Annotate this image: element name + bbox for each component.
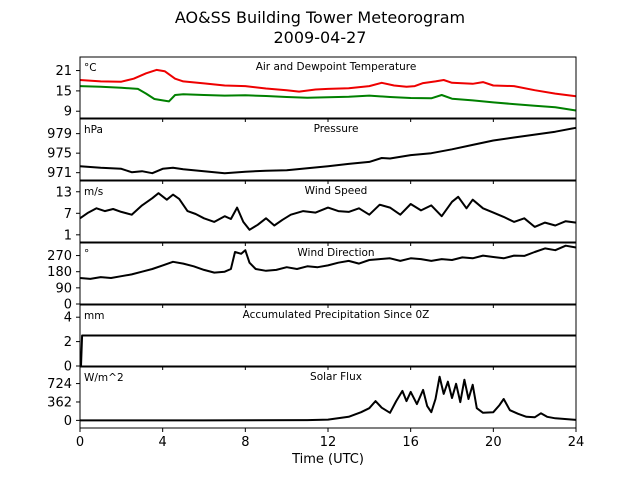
- panel-title: Air and Dewpoint Temperature: [256, 61, 417, 73]
- x-axis-label: Time (UTC): [292, 452, 364, 467]
- y-tick-label: 724: [47, 377, 72, 392]
- series-line-pressure-0: [79, 126, 577, 175]
- y-tick-label: 7: [64, 207, 72, 222]
- panel-solar_flux: 0 362 724 W/m^2 Solar Flux: [47, 366, 577, 432]
- x-tick-label: 4: [159, 435, 167, 450]
- chart-subtitle: 2009-04-27: [273, 28, 367, 47]
- series-line-temperature-1: [79, 85, 577, 112]
- x-tick-label: 20: [485, 435, 502, 450]
- panel-unit-label: mm: [84, 310, 104, 322]
- panel-title: Pressure: [314, 123, 359, 135]
- panel-unit-label: °C: [84, 62, 97, 74]
- y-tick-label: 21: [55, 64, 72, 79]
- panel-title: Solar Flux: [310, 371, 362, 383]
- y-tick-label: 13: [55, 185, 72, 200]
- x-tick-label: 12: [320, 435, 337, 450]
- y-tick-label: 2: [64, 335, 72, 350]
- y-tick-label: 975: [47, 147, 72, 162]
- y-tick-label: 0: [64, 298, 72, 313]
- y-tick-label: 4: [64, 311, 72, 326]
- chart-title: AO&SS Building Tower Meteorogram: [174, 8, 466, 27]
- panel-title: Wind Speed: [305, 185, 368, 197]
- series-line-temperature-0: [79, 68, 577, 98]
- y-tick-label: 0: [64, 360, 72, 375]
- y-tick-label: 0: [64, 414, 72, 429]
- y-tick-label: 1: [64, 228, 72, 243]
- y-tick-label: 15: [55, 84, 72, 99]
- y-tick-label: 9: [64, 105, 72, 120]
- panel-title: Accumulated Precipitation Since 0Z: [243, 309, 430, 321]
- panel-precipitation: 0 2 4 mm Accumulated Precipitation Since 0Z: [64, 304, 577, 375]
- x-tick-label: 8: [241, 435, 249, 450]
- y-tick-label: 979: [47, 127, 72, 142]
- series-line-wind_speed-0: [79, 192, 577, 231]
- panel-temperature: 9 15 21 °C Air and Dewpoint Temperature: [55, 56, 577, 122]
- y-tick-label: 971: [47, 166, 72, 181]
- x-tick-label: 16: [402, 435, 419, 450]
- panel-unit-label: W/m^2: [84, 372, 124, 384]
- panel-title: Wind Direction: [297, 247, 374, 259]
- panel-pressure: 971 975 979 hPa Pressure: [47, 118, 577, 184]
- panel-unit-label: m/s: [84, 186, 103, 198]
- series-line-wind_direction-0: [79, 244, 577, 280]
- y-tick-label: 362: [47, 395, 72, 410]
- panel-unit-label: °: [84, 248, 89, 260]
- x-tick-label: 24: [568, 435, 585, 450]
- panel-unit-label: hPa: [84, 124, 103, 136]
- series-line-precipitation-0: [80, 334, 576, 367]
- y-tick-label: 90: [55, 281, 72, 296]
- series-line-solar_flux-0: [80, 375, 577, 422]
- x-tick-label: 0: [76, 435, 84, 450]
- y-tick-label: 270: [47, 249, 72, 264]
- panel-wind_speed: 1 7 13 m/s Wind Speed: [55, 180, 577, 246]
- y-tick-label: 180: [47, 265, 72, 280]
